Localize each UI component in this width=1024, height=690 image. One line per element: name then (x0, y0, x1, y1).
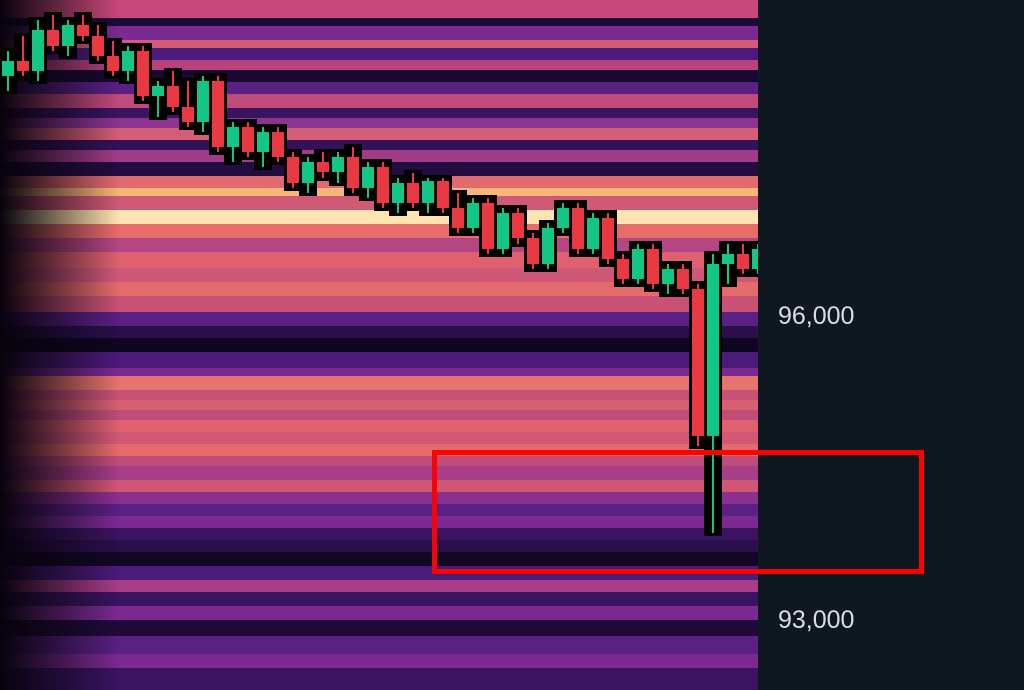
candle-up (2, 61, 14, 76)
price-axis: 96,000 93,000 (758, 0, 1024, 690)
candle-down (137, 51, 149, 97)
candle-up (722, 254, 734, 264)
candle-up (302, 162, 314, 182)
candle-down (77, 25, 89, 35)
candle-up (707, 264, 719, 437)
candle-up (422, 181, 434, 203)
candle-down (572, 208, 584, 249)
candlestick-series (0, 0, 758, 690)
candle-down (107, 56, 119, 71)
candle-down (287, 157, 299, 182)
candle-up (122, 51, 134, 71)
candle-up (362, 167, 374, 187)
candle-up (632, 249, 644, 279)
candle-down (17, 61, 29, 71)
candle-down (272, 132, 284, 157)
candle-down (167, 86, 179, 106)
candle-up (227, 127, 239, 147)
candle-down (182, 107, 194, 122)
candle-down (437, 181, 449, 208)
candle-down (452, 208, 464, 228)
candle-down (737, 254, 749, 269)
candle-up (557, 208, 569, 228)
candle-down (92, 36, 104, 56)
candle-down (647, 249, 659, 285)
candle-down (212, 81, 224, 147)
candle-down (377, 167, 389, 203)
candle-up (662, 269, 674, 284)
candle-down (527, 238, 539, 263)
candle-up (62, 25, 74, 45)
candle-up (467, 203, 479, 228)
candle-up (587, 218, 599, 248)
annotation-box (432, 450, 924, 574)
candle-up (32, 30, 44, 71)
candle-down (242, 127, 254, 152)
candle-down (692, 289, 704, 436)
candle-up (392, 183, 404, 203)
candle-down (407, 183, 419, 203)
price-axis-label: 96,000 (778, 302, 854, 331)
candle-down (677, 269, 689, 289)
candle-up (497, 213, 509, 249)
candle-down (512, 213, 524, 238)
candle-down (317, 162, 329, 172)
candle-down (47, 30, 59, 45)
candle-down (347, 157, 359, 187)
price-axis-label: 93,000 (778, 606, 854, 635)
candle-up (542, 228, 554, 264)
candle-up (152, 86, 164, 96)
candle-down (602, 218, 614, 259)
candle-down (482, 203, 494, 249)
candle-up (257, 132, 269, 152)
candle-up (332, 157, 344, 172)
candlestick-heatmap-chart[interactable]: 96,000 93,000 (0, 0, 1024, 690)
candle-down (617, 259, 629, 279)
candle-up (197, 81, 209, 122)
